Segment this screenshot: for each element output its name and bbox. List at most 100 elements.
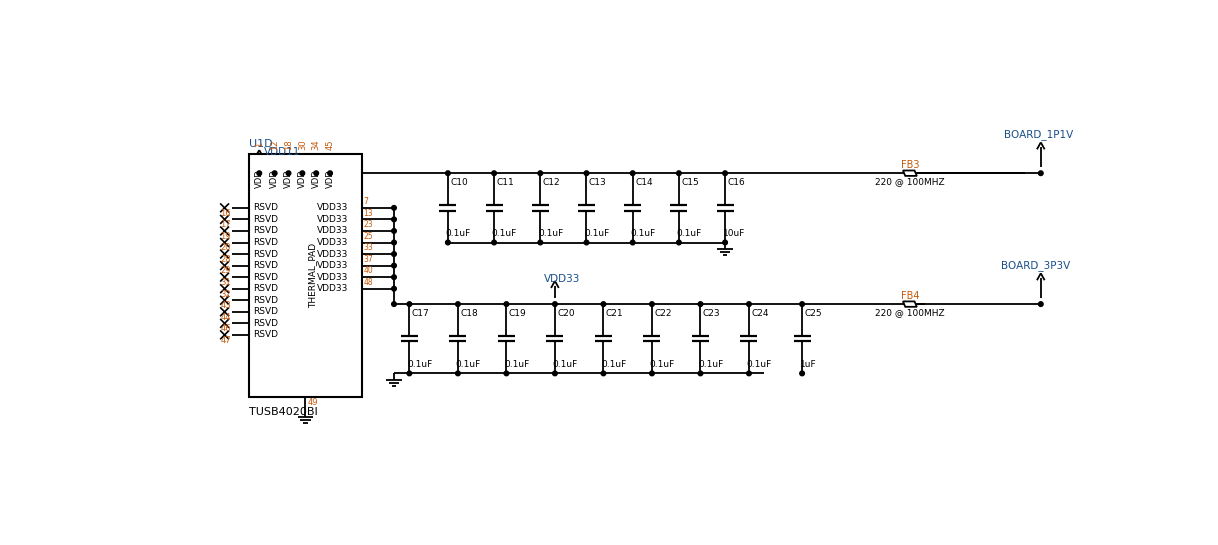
Text: C12: C12 [542, 178, 560, 187]
Text: C25: C25 [804, 309, 822, 318]
Circle shape [392, 252, 396, 256]
Text: 44: 44 [220, 313, 230, 322]
Circle shape [747, 302, 752, 306]
Text: C10: C10 [451, 178, 468, 187]
Text: 220 @ 100MHZ: 220 @ 100MHZ [875, 177, 945, 186]
Text: 0.1uF: 0.1uF [504, 360, 530, 368]
Circle shape [392, 286, 396, 291]
Text: C20: C20 [557, 309, 575, 318]
Text: VDD: VDD [255, 169, 264, 188]
Circle shape [314, 171, 319, 175]
Text: 49: 49 [308, 398, 318, 407]
Text: 0.1uF: 0.1uF [553, 360, 577, 368]
Text: VDD: VDD [270, 169, 279, 188]
Circle shape [800, 371, 804, 376]
Text: 0.1uF: 0.1uF [456, 360, 481, 368]
Circle shape [1039, 171, 1043, 175]
Circle shape [407, 302, 412, 306]
Circle shape [649, 371, 654, 376]
Text: 0.1uF: 0.1uF [602, 360, 626, 368]
Circle shape [631, 240, 635, 245]
Circle shape [392, 275, 396, 280]
Circle shape [392, 229, 396, 233]
Text: 0.1uF: 0.1uF [649, 360, 675, 368]
Circle shape [504, 371, 509, 376]
Text: C14: C14 [635, 178, 653, 187]
Text: 0.1uF: 0.1uF [407, 360, 432, 368]
Circle shape [676, 171, 681, 175]
Text: 48: 48 [363, 278, 373, 287]
Text: 17: 17 [220, 220, 230, 229]
Circle shape [585, 171, 588, 175]
Text: 10uF: 10uF [722, 229, 745, 238]
Text: 7: 7 [363, 197, 368, 206]
Text: 19: 19 [220, 232, 230, 241]
Text: U1D: U1D [250, 140, 273, 149]
Text: RSVD: RSVD [253, 250, 278, 258]
Text: VDD33: VDD33 [544, 275, 581, 284]
Text: VDD33: VDD33 [317, 203, 348, 213]
Text: TUSB4020BI: TUSB4020BI [250, 407, 318, 417]
Text: 0.1uF: 0.1uF [585, 229, 609, 238]
Text: C11: C11 [497, 178, 514, 187]
Circle shape [273, 171, 276, 175]
Text: C19: C19 [509, 309, 526, 318]
Circle shape [392, 217, 396, 222]
Text: VDD: VDD [325, 169, 335, 188]
Text: VDD11: VDD11 [264, 147, 301, 156]
Circle shape [446, 240, 451, 245]
Text: 12: 12 [270, 140, 279, 150]
Circle shape [538, 240, 542, 245]
Text: RSVD: RSVD [253, 215, 278, 224]
Text: 37: 37 [363, 255, 373, 264]
Text: 0.1uF: 0.1uF [492, 229, 516, 238]
Circle shape [602, 371, 605, 376]
Circle shape [407, 371, 412, 376]
Text: FB4: FB4 [900, 290, 920, 301]
Text: RSVD: RSVD [253, 307, 278, 316]
Text: RSVD: RSVD [253, 284, 278, 293]
Text: VDD: VDD [284, 169, 294, 188]
Text: VDD33: VDD33 [317, 261, 348, 270]
Circle shape [492, 171, 497, 175]
Circle shape [456, 371, 460, 376]
Text: 220 @ 100MHZ: 220 @ 100MHZ [875, 308, 945, 317]
Circle shape [722, 240, 727, 245]
Text: C24: C24 [752, 309, 769, 318]
Text: 1: 1 [255, 142, 264, 147]
Text: 32: 32 [220, 289, 230, 299]
Text: RSVD: RSVD [253, 296, 278, 305]
Bar [250, 154, 362, 397]
Circle shape [456, 302, 460, 306]
Text: 25: 25 [363, 232, 373, 241]
Text: C18: C18 [460, 309, 477, 318]
Text: 29: 29 [220, 267, 230, 275]
Circle shape [538, 171, 542, 175]
Text: VDD33: VDD33 [317, 284, 348, 293]
Text: RSVD: RSVD [253, 261, 278, 270]
Circle shape [698, 371, 703, 376]
Circle shape [602, 302, 605, 306]
Text: C16: C16 [727, 178, 745, 187]
Circle shape [553, 302, 557, 306]
Text: 46: 46 [220, 324, 230, 333]
Text: RSVD: RSVD [253, 272, 278, 282]
Text: 18: 18 [284, 140, 294, 150]
Text: 28: 28 [220, 255, 230, 264]
Text: RSVD: RSVD [253, 319, 278, 328]
Circle shape [1039, 302, 1043, 306]
Text: RSVD: RSVD [253, 238, 278, 247]
Circle shape [286, 171, 291, 175]
Circle shape [392, 205, 396, 210]
Text: 45: 45 [325, 140, 335, 150]
Circle shape [328, 171, 333, 175]
Circle shape [392, 240, 396, 245]
Text: 20: 20 [220, 244, 230, 252]
Circle shape [585, 240, 588, 245]
Text: 0.1uF: 0.1uF [676, 229, 702, 238]
Text: 0.1uF: 0.1uF [698, 360, 723, 368]
Circle shape [747, 371, 752, 376]
Text: RSVD: RSVD [253, 330, 278, 340]
Text: 13: 13 [363, 209, 373, 218]
Circle shape [257, 171, 262, 175]
